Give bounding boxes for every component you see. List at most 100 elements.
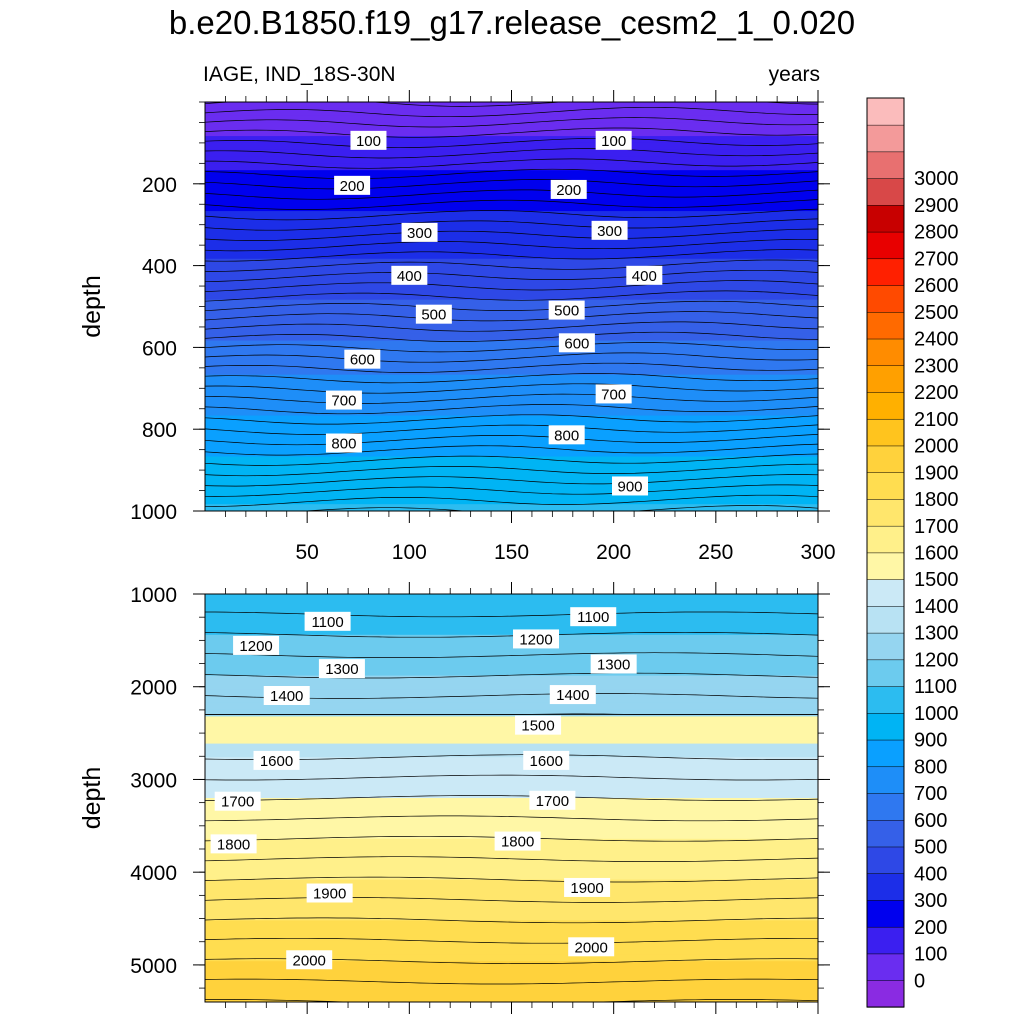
contour-fill-band xyxy=(205,190,818,199)
colorbar-label: 2300 xyxy=(914,355,959,377)
contour-fill-band xyxy=(205,723,818,731)
contour-label-text: 300 xyxy=(407,225,432,242)
contour-label: 800 xyxy=(548,425,585,445)
contour-label: 1100 xyxy=(304,611,351,631)
y-tick-label: 2000 xyxy=(130,677,177,700)
contour-fill-band xyxy=(205,954,818,962)
contour-label-text: 400 xyxy=(397,268,422,285)
contour-label-text: 1900 xyxy=(313,886,346,903)
colorbar-label: 900 xyxy=(914,730,947,752)
contour-line xyxy=(205,148,818,159)
contour-fill-band xyxy=(205,988,818,996)
contour-line xyxy=(205,137,818,149)
contour-fill-band xyxy=(205,770,818,779)
y-tick-label: 1000 xyxy=(130,501,177,524)
x-tick-label: 250 xyxy=(698,541,733,564)
contour-line xyxy=(205,238,818,252)
contour-line xyxy=(205,249,818,262)
contour-label: 1200 xyxy=(513,629,560,649)
contour-fill-band xyxy=(205,872,818,881)
contour-fill-band xyxy=(205,108,818,117)
contour-fill-band xyxy=(205,804,818,813)
contour-line xyxy=(205,774,818,781)
colorbar-box xyxy=(866,311,905,340)
contour-fill-band xyxy=(205,231,818,239)
contour-line xyxy=(205,158,818,169)
contour-fill-band xyxy=(205,497,818,505)
contour-label-text: 1500 xyxy=(521,718,554,735)
colorbar: 0 100 200 300 400 500 600 700 800 900 1000 1100 1200… xyxy=(866,97,959,1008)
contour-label-text: 700 xyxy=(331,393,356,410)
contour-label-box xyxy=(391,265,428,285)
contour-fill-band xyxy=(205,388,818,396)
contour-label-text: 100 xyxy=(356,133,381,150)
contour-line xyxy=(205,199,818,210)
contour-label-text: 200 xyxy=(340,178,365,195)
contour-label-text: 800 xyxy=(554,427,579,444)
colorbar-label: 1100 xyxy=(914,676,957,698)
contour-label-text: 1400 xyxy=(270,688,303,705)
colorbar-label: 100 xyxy=(914,944,947,966)
contour-line xyxy=(205,208,818,221)
contour-label: 1700 xyxy=(529,790,576,810)
right-string: years xyxy=(768,63,820,86)
contour-line xyxy=(205,434,818,446)
contour-line xyxy=(205,494,818,508)
contour-fill-band xyxy=(205,607,818,615)
contour-label: 1800 xyxy=(210,834,257,854)
contour-label-box xyxy=(550,179,587,199)
contour-label: 500 xyxy=(415,304,452,324)
contour-fill-band xyxy=(205,490,818,498)
contour-line xyxy=(205,453,818,466)
contour-fill-band xyxy=(205,320,818,328)
colorbar-box xyxy=(866,899,905,928)
contour-line xyxy=(205,311,818,322)
contour-label: 2000 xyxy=(568,937,615,957)
contour-line xyxy=(205,484,818,497)
contour-label: 1400 xyxy=(549,685,596,705)
contour-fill-band xyxy=(205,504,818,511)
contour-line xyxy=(205,373,818,384)
contour-label: 1500 xyxy=(515,715,562,735)
contour-fill-band xyxy=(205,415,818,423)
contour-line xyxy=(205,393,818,404)
contour-fill-band xyxy=(205,940,818,949)
contour-fill-band xyxy=(205,136,818,144)
contour-fill-band xyxy=(205,102,818,110)
contour-line xyxy=(205,259,818,272)
contour-label: 1900 xyxy=(306,883,353,903)
contour-fill-band xyxy=(205,429,818,437)
contour-label-box xyxy=(564,877,611,897)
contour-fill-band xyxy=(205,743,818,751)
contour-label: 700 xyxy=(325,390,362,410)
colorbar-label: 3000 xyxy=(914,168,959,190)
colorbar-box xyxy=(866,926,905,955)
x-tick-label: 50 xyxy=(295,541,318,564)
contour-fill-band xyxy=(205,224,818,233)
contour-label-text: 2000 xyxy=(293,952,326,969)
contour-label: 1600 xyxy=(523,750,570,770)
contour-line xyxy=(205,937,818,944)
contour-fill-band xyxy=(205,470,818,478)
contour-fill-band xyxy=(205,859,818,867)
colorbar-box xyxy=(866,445,905,473)
contour-fill-band xyxy=(205,682,818,690)
contour-label-box xyxy=(263,686,310,705)
colorbar-label: 400 xyxy=(914,863,947,885)
colorbar-label: 1300 xyxy=(914,623,959,645)
contour-line xyxy=(205,331,818,342)
contour-fill-band xyxy=(205,791,818,799)
contour-line xyxy=(205,754,818,760)
upper-panel: 200 400 600 800 1000 50 100 150 200 250 300 depth 10… xyxy=(78,90,836,564)
contour-fill-band xyxy=(205,265,818,274)
contour-fill-band xyxy=(205,784,818,792)
contour-label-text: 500 xyxy=(554,303,579,320)
contour-label-box xyxy=(626,265,663,285)
contour-fill-band xyxy=(205,367,818,376)
colorbar-label: 700 xyxy=(914,783,947,805)
contour-fill-band xyxy=(205,381,818,389)
contour-label: 1200 xyxy=(233,635,280,655)
contour-label-text: 300 xyxy=(597,223,622,240)
colorbar-box xyxy=(866,659,905,687)
colorbar-box xyxy=(866,739,905,768)
